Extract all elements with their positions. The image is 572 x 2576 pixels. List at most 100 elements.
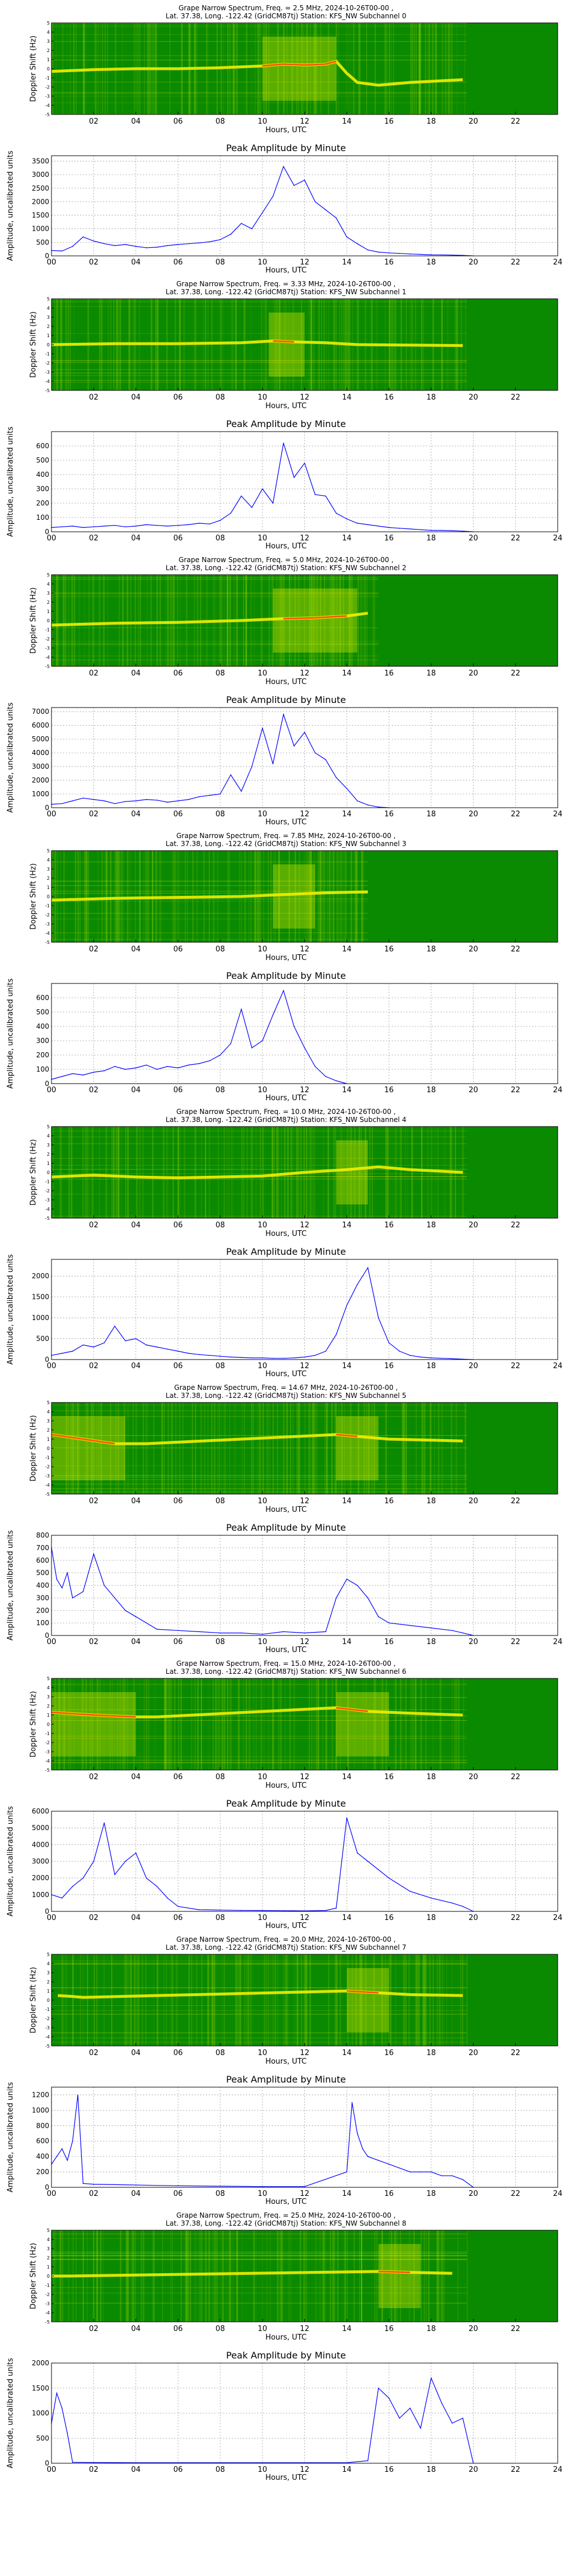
y-tick-label: -3 [45, 2301, 50, 2306]
spectrogram-stripe [150, 575, 152, 666]
x-tick-label: 08 [216, 2325, 225, 2333]
amplitude-data-point [346, 1817, 348, 1819]
x-tick-label: 22 [511, 1914, 521, 1922]
amplitude-data-point [378, 251, 379, 253]
x-tick-label: 14 [342, 1773, 352, 1781]
spectrogram-stripe [335, 1954, 337, 2046]
chart-title-line1: Grape Narrow Spectrum, Freq. = 3.33 MHz,… [176, 280, 395, 288]
spectrogram-stripe [240, 1954, 241, 2046]
spectrogram-stripe [113, 1127, 114, 1218]
spectrogram-stripe [65, 1402, 67, 1494]
spectrogram-stripe [122, 851, 124, 942]
y-tick-label: 5 [47, 1400, 50, 1405]
spectrogram-stripe [329, 2230, 332, 2322]
spectrogram-stripe [265, 299, 267, 390]
spectrogram-stripe [172, 575, 173, 666]
spectrogram-stripe [180, 1127, 181, 1218]
spectrogram-stripe [357, 575, 359, 666]
amplitude-data-point [420, 2428, 422, 2429]
spectrogram-band [51, 2005, 467, 2006]
amplitude-data-point [156, 1346, 158, 1348]
x-tick-label: 20 [468, 1638, 478, 1646]
spectrogram-stripe [194, 1678, 196, 1770]
spectrogram-stripe [110, 1402, 112, 1494]
spectrogram-stripe [332, 2230, 334, 2322]
spectrogram-stripe [309, 1402, 311, 1494]
x-tick-label: 14 [342, 1497, 352, 1506]
x-tick-label: 06 [173, 2049, 183, 2057]
amplitude-data-point [114, 245, 116, 246]
spectrogram-stripe [320, 23, 321, 114]
spectrogram-band [51, 1709, 467, 1710]
spectrogram-stripe [354, 851, 355, 942]
x-axis-label: Hours, UTC [265, 1646, 307, 1654]
x-tick-label: 16 [384, 2325, 394, 2333]
spectrogram-stripe [188, 1954, 190, 2046]
x-tick-label: 06 [173, 258, 183, 267]
amplitude-data-point [283, 714, 284, 715]
spectrogram-stripe [75, 1402, 77, 1494]
amplitude-data-point [293, 1026, 295, 1027]
x-tick-label: 14 [342, 2466, 352, 2474]
spectrogram-stripe [333, 1127, 335, 1218]
amplitude-data-point [220, 1909, 221, 1911]
spectrogram-stripe [114, 1127, 116, 1218]
spectrogram-stripe [245, 1678, 247, 1770]
y-axis-label: Amplitude, uncalibrated units [6, 2358, 15, 2468]
amplitude-data-point [125, 1860, 126, 1862]
amplitude-data-point [272, 196, 274, 197]
doppler-trace [51, 1165, 463, 1180]
spectrogram-stripe [111, 1954, 112, 2046]
spectrogram-stripe [344, 1402, 345, 1494]
spectrogram-stripe [348, 1678, 349, 1770]
spectrogram-stripe [207, 1954, 209, 2046]
spectrogram-stripe [283, 1954, 285, 2046]
x-tick-label: 16 [384, 669, 394, 678]
x-tick-label: 16 [384, 2049, 394, 2057]
spectrogram-stripe [366, 1402, 367, 1494]
spectrogram-stripe [312, 575, 314, 666]
amplitude-data-point [77, 2094, 78, 2096]
y-tick-label: 1500 [31, 211, 49, 219]
x-tick-label: 04 [131, 2325, 141, 2333]
amplitude-data-point [72, 1597, 73, 1599]
x-tick-label: 16 [384, 945, 394, 954]
spectrogram-stripe [205, 1127, 206, 1218]
chart-title: Peak Amplitude by Minute [226, 1522, 346, 1533]
spectrogram-stripe [244, 1402, 245, 1494]
spectrogram-stripe [373, 1954, 375, 2046]
amplitude-data-point [82, 2183, 84, 2184]
spectrogram-stripe [360, 2230, 363, 2322]
spectrogram-stripe [262, 2230, 263, 2322]
spectrogram-stripe [406, 1402, 407, 1494]
spectrogram-stripe [369, 1127, 371, 1218]
spectrogram-stripe [82, 1678, 84, 1770]
x-tick-label: 20 [468, 1497, 478, 1506]
y-tick-label: 200 [36, 1051, 49, 1059]
spectrogram-stripe [325, 1402, 327, 1494]
spectrogram-stripe [419, 23, 421, 114]
spectrogram-stripe [299, 575, 300, 666]
spectrogram-stripe [153, 1402, 154, 1494]
chart-title: Peak Amplitude by Minute [226, 2074, 346, 2085]
y-tick-label: -2 [45, 2016, 50, 2021]
amplitude-data-point [410, 1625, 411, 1626]
spectrogram-stripe [396, 2230, 398, 2322]
x-tick-label: 00 [47, 2466, 57, 2474]
spectrogram-stripe [442, 23, 443, 114]
y-tick-label: -3 [45, 2025, 50, 2030]
spectrogram-stripe [388, 23, 390, 114]
spectrogram-stripe [355, 851, 357, 942]
amplitude-data-point [156, 1629, 158, 1630]
amplitude-data-point [61, 803, 63, 804]
x-tick-label: 22 [511, 1773, 521, 1781]
spectrogram-stripe [298, 575, 299, 666]
y-tick-label: -5 [45, 940, 50, 945]
amplitude-data-point [198, 1063, 200, 1064]
amplitude-data-point [167, 526, 168, 527]
spectrogram-stripe [293, 1678, 295, 1770]
spectrogram-stripe [279, 575, 281, 666]
amplitude-data-point [378, 1616, 379, 1617]
y-tick-label: -4 [45, 1207, 50, 1212]
x-tick-label: 22 [511, 2325, 521, 2333]
